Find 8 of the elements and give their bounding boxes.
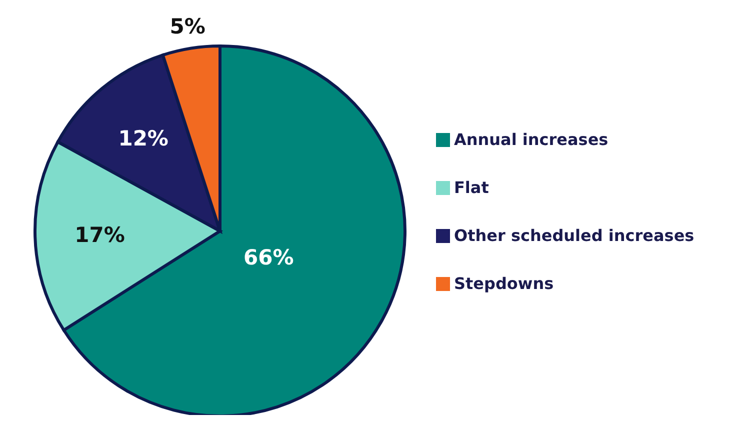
data-label: 17% xyxy=(74,222,125,247)
data-label: 12% xyxy=(118,126,168,150)
data-label: 66% xyxy=(244,246,294,270)
legend-label: Flat xyxy=(454,178,489,196)
legend-label: Stepdowns xyxy=(454,274,554,292)
legend-label: Annual increases xyxy=(454,130,608,148)
data-label: 5% xyxy=(170,14,206,39)
legend-label: Other scheduled increases xyxy=(454,226,694,244)
